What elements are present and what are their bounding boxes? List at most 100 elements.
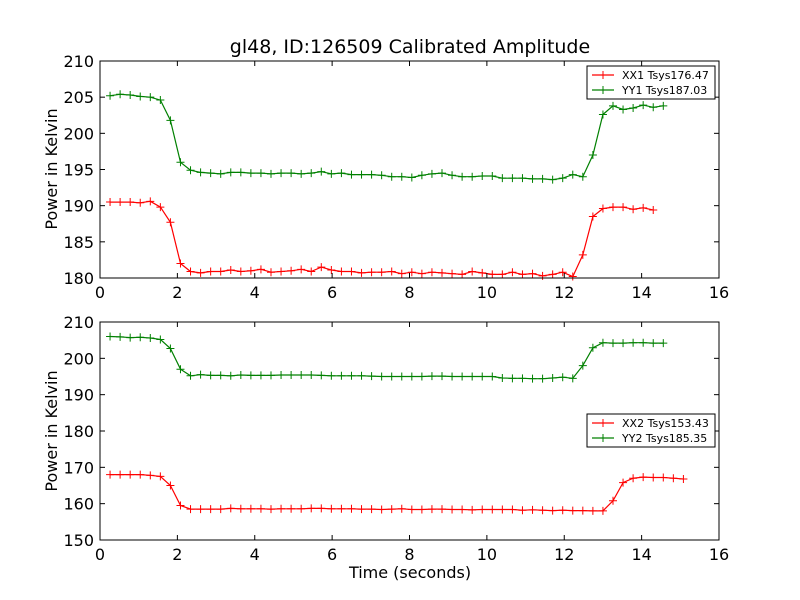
top-series-1-point <box>367 268 376 277</box>
bottom-series-1-point <box>236 504 245 513</box>
bottom-legend-marker <box>599 434 607 442</box>
bottom-series-2-point <box>287 371 296 380</box>
top-series-1-point <box>196 268 205 277</box>
top-x-tick-label: 14 <box>631 283 651 302</box>
top-series-1-point <box>588 212 597 221</box>
bottom-series-1-point <box>287 504 296 513</box>
bottom-series-1-point <box>588 506 597 515</box>
bottom-series-1-point <box>297 504 306 513</box>
bottom-series-1-point <box>186 505 195 514</box>
bottom-series-2-point <box>558 373 567 382</box>
top-series-1-point <box>397 269 406 278</box>
top-series-2-point <box>166 116 175 125</box>
bottom-series-1-point <box>266 505 275 514</box>
bottom-series-1-point <box>578 506 587 515</box>
bottom-series-2-point <box>297 371 306 380</box>
bottom-series-1-point <box>417 505 426 514</box>
bottom-y-tick-label: 190 <box>63 386 94 405</box>
bottom-series-2-point <box>508 374 517 383</box>
bottom-series-1-point <box>558 506 567 515</box>
top-x-tick-label: 6 <box>327 283 337 302</box>
top-series-1-point <box>297 265 306 274</box>
bottom-series-2-point <box>548 373 557 382</box>
top-series-2-point <box>518 174 527 183</box>
bottom-series-1-point <box>488 505 497 514</box>
bottom-series-2-point <box>407 372 416 381</box>
top-legend-marker <box>599 86 607 94</box>
top-series-1-point <box>136 198 145 207</box>
bottom-series-1-point <box>156 472 165 481</box>
bottom-series-2-point <box>588 343 597 352</box>
bottom-y-tick-label: 170 <box>63 458 94 477</box>
bottom-series-2-point <box>468 372 477 381</box>
bottom-series-1-point <box>679 474 688 483</box>
top-series-1-point <box>317 263 326 272</box>
top-series-2-point <box>387 172 396 181</box>
bottom-x-tick-label: 4 <box>250 545 260 564</box>
top-y-tick-label: 195 <box>63 161 94 180</box>
top-series-1-point <box>246 266 255 275</box>
x-axis-label: Time (seconds) <box>348 563 471 582</box>
bottom-series-2-point <box>629 338 638 347</box>
top-y-tick-label: 205 <box>63 88 94 107</box>
top-series-1-point <box>216 267 225 276</box>
bottom-series-2-point <box>528 374 537 383</box>
top-series-2-point <box>588 151 597 160</box>
bottom-series-1-point <box>608 496 617 505</box>
top-series-2-point <box>317 167 326 176</box>
top-x-tick-label: 2 <box>172 283 182 302</box>
top-series-1-point <box>478 268 487 277</box>
bottom-series-1-point <box>619 478 628 487</box>
top-series-1-point <box>548 270 557 279</box>
chart-title: gl48, ID:126509 Calibrated Amplitude <box>230 36 590 58</box>
bottom-series-2-point <box>619 339 628 348</box>
bottom-series-2-point <box>347 371 356 380</box>
bottom-series-1-point <box>146 471 155 480</box>
bottom-series-1-point <box>669 474 678 483</box>
bottom-series-2-point <box>196 370 205 379</box>
bottom-series-2-point <box>498 373 507 382</box>
top-series-1-point <box>236 267 245 276</box>
bottom-series-2-point <box>538 374 547 383</box>
bottom-subplot: Time (seconds) Power in Kelvin 0 2 4 6 8 10 12… <box>42 313 729 582</box>
top-series-2-point <box>498 174 507 183</box>
bottom-series-1-point <box>106 470 115 479</box>
top-series-2-point <box>578 172 587 181</box>
bottom-series-1-point <box>307 504 316 513</box>
top-series-1-point <box>347 267 356 276</box>
top-series-2-point <box>619 105 628 114</box>
top-series-1-point <box>176 259 185 268</box>
bottom-y-tick-label: 200 <box>63 349 94 368</box>
top-series-1-point <box>427 268 436 277</box>
bottom-series-1-point <box>568 506 577 515</box>
top-series-2-point <box>649 103 658 112</box>
bottom-series-2-point <box>236 371 245 380</box>
bottom-series-2-point <box>437 372 446 381</box>
top-series-1-point <box>126 198 135 207</box>
bottom-series-1-point <box>317 504 326 513</box>
bottom-series-1-point <box>629 474 638 483</box>
top-series-1-point <box>166 218 175 227</box>
top-series-2-point <box>427 169 436 178</box>
bottom-series-2-point <box>478 372 487 381</box>
top-x-tick-label: 10 <box>477 283 497 302</box>
top-series-1-point <box>116 198 125 207</box>
bottom-x-tick-label: 12 <box>554 545 574 564</box>
bottom-series-1-point <box>458 505 467 514</box>
bottom-series-1-point <box>367 505 376 514</box>
bottom-series-2-point <box>387 372 396 381</box>
bottom-series-2-point <box>367 372 376 381</box>
top-series-1-point <box>598 204 607 213</box>
top-y-tick-label: 185 <box>63 233 94 252</box>
top-series-2-point <box>337 169 346 178</box>
top-series-2-point <box>307 169 316 178</box>
top-series-2-point <box>357 170 366 179</box>
top-series-2-point <box>548 175 557 184</box>
top-series-1-point <box>639 203 648 212</box>
bottom-series-2-point <box>186 371 195 380</box>
bottom-series-2-point <box>246 371 255 380</box>
top-subplot: gl48, ID:126509 Calibrated Amplitude Pow… <box>42 36 729 302</box>
top-series-2-point <box>216 169 225 178</box>
bottom-x-tick-label: 0 <box>95 545 105 564</box>
